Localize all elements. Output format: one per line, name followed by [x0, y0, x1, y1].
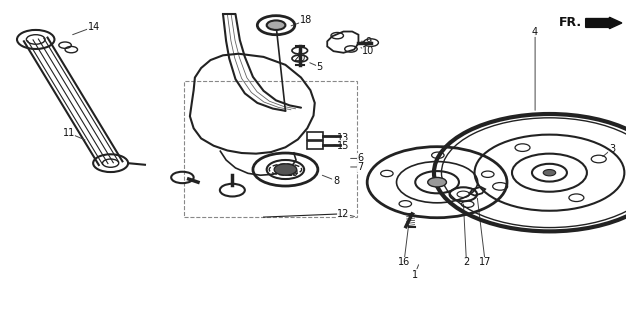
Text: 7: 7 — [357, 162, 364, 172]
Text: 9: 9 — [366, 37, 371, 47]
Text: 16: 16 — [398, 257, 410, 267]
Text: 19: 19 — [287, 168, 300, 178]
Text: 10: 10 — [362, 46, 374, 56]
Text: 3: 3 — [609, 144, 615, 154]
Text: 4: 4 — [532, 27, 538, 36]
FancyArrow shape — [586, 17, 622, 29]
Text: 6: 6 — [357, 153, 364, 164]
Bar — [184, 81, 357, 217]
Circle shape — [274, 164, 297, 175]
Text: 14: 14 — [88, 22, 100, 32]
Text: 1: 1 — [411, 270, 418, 280]
Circle shape — [428, 178, 446, 187]
Text: 8: 8 — [333, 176, 339, 186]
Circle shape — [266, 20, 285, 30]
Text: 15: 15 — [337, 141, 350, 151]
Circle shape — [543, 170, 556, 176]
Text: 5: 5 — [317, 62, 323, 72]
Text: 2: 2 — [463, 257, 470, 267]
Text: 11: 11 — [63, 128, 75, 138]
Text: 17: 17 — [479, 257, 492, 267]
Text: FR.: FR. — [559, 16, 582, 29]
Text: 20: 20 — [293, 53, 306, 63]
Bar — [307, 141, 323, 148]
Text: 18: 18 — [300, 15, 312, 25]
Text: 12: 12 — [337, 209, 350, 219]
Bar — [307, 132, 323, 140]
Text: 13: 13 — [337, 133, 350, 143]
